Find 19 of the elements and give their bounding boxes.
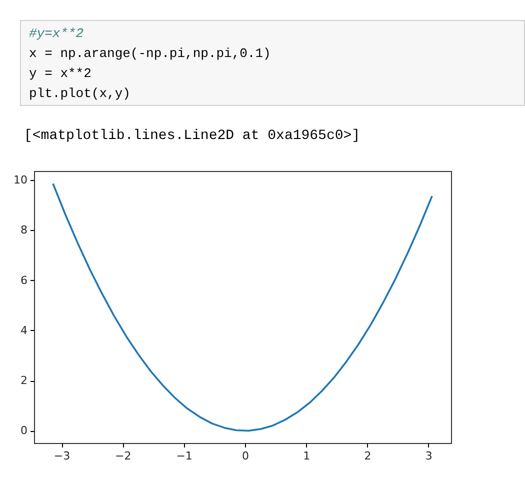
- x-tick-label: 0: [242, 450, 249, 462]
- y-tick-label: 10: [14, 174, 28, 187]
- x-tick-label: −3: [54, 450, 70, 462]
- y-tick-label: 6: [20, 274, 28, 287]
- y-tick-label: 0: [20, 424, 28, 438]
- y-tick-label: 2: [20, 374, 28, 388]
- x-tick-label: 2: [364, 450, 372, 462]
- text: [<matplotlib.lines.Line2D at 0xa1965c0>]: [24, 128, 360, 144]
- text: plt.plot(x,y): [29, 85, 132, 103]
- x-tick-label: 3: [425, 450, 432, 462]
- line-series: [52, 182, 433, 432]
- x-tick-label: −2: [115, 450, 132, 462]
- text: #y=x**2: [29, 25, 85, 43]
- x-tick-label: 1: [303, 450, 310, 462]
- text: y = x**2: [29, 65, 92, 83]
- y-tick-label: 8: [20, 224, 28, 237]
- x-tick-label: −1: [176, 450, 192, 462]
- text: x = np.arange(-np.pi,np.pi,0.1): [29, 45, 272, 63]
- y-tick-label: 4: [20, 324, 28, 337]
